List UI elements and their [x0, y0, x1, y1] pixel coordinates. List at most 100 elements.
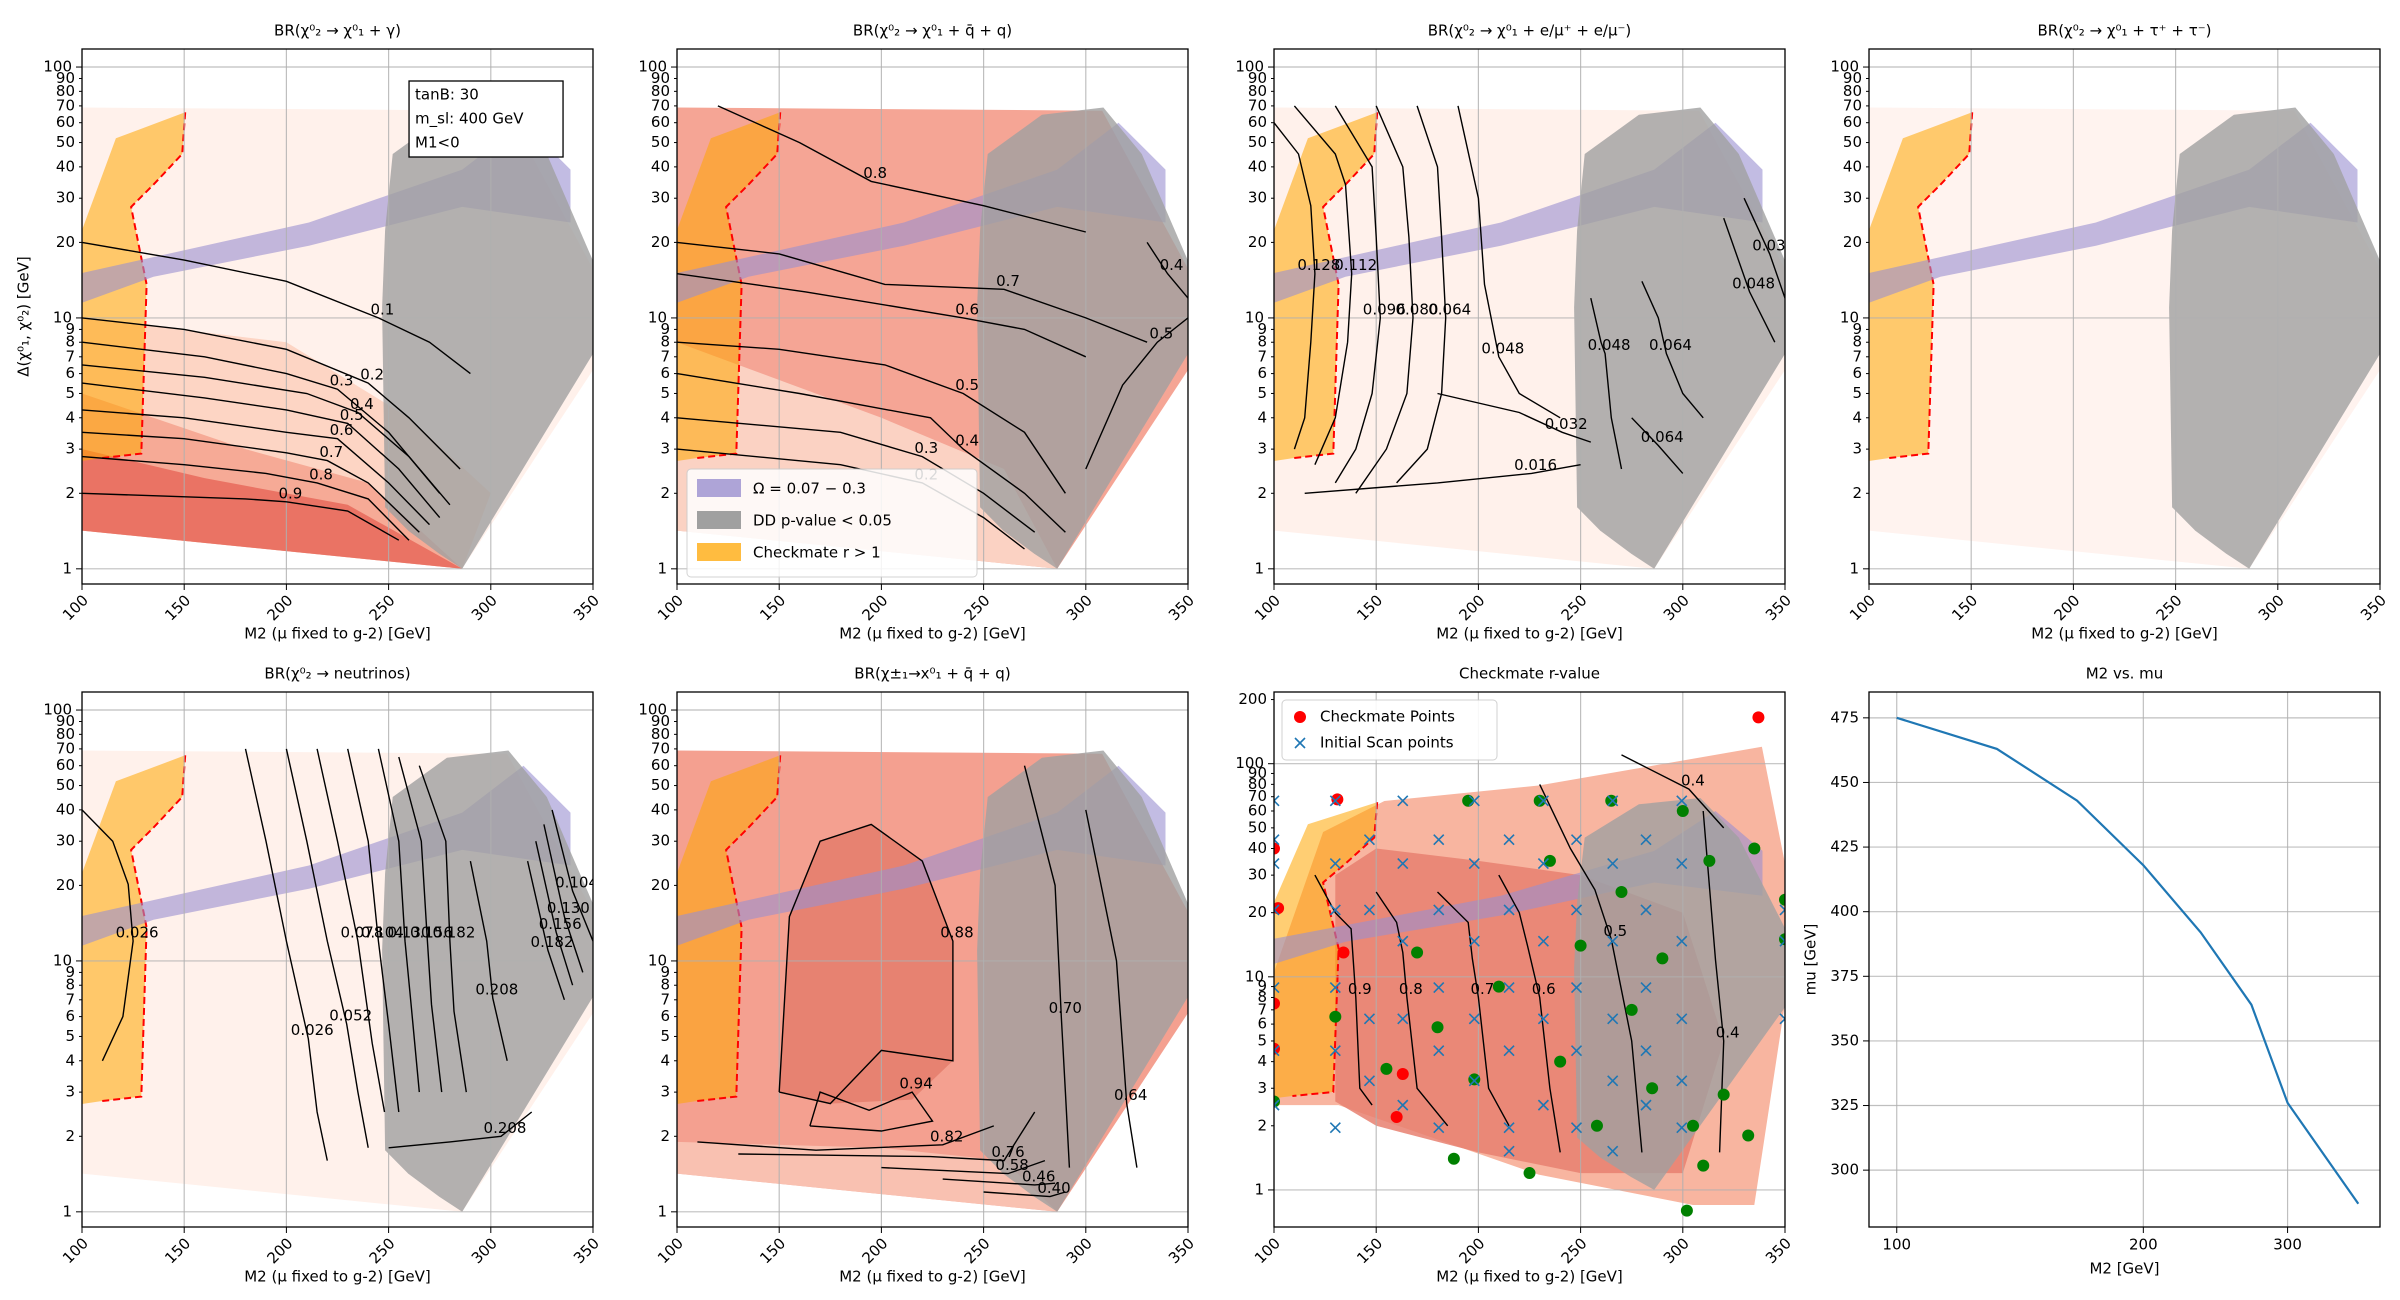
x-tick-label: 200: [1455, 591, 1488, 624]
scatter-point: [1640, 1045, 1652, 1057]
y-tick-label: 4: [65, 1051, 75, 1069]
y-tick-label: 50: [1248, 818, 1267, 836]
scatter-point: [1676, 1122, 1688, 1134]
x-tick-label: 200: [1455, 1234, 1488, 1267]
contour-line: [1085, 317, 1188, 470]
scatter-point: [1703, 854, 1716, 867]
contour-label: 0.4: [1716, 1023, 1740, 1041]
y-tick-label: 40: [651, 800, 670, 818]
scatter-point: [1274, 982, 1280, 994]
annotation-text: m_sl: 400 GeV: [415, 110, 524, 129]
y-tick-label: 80: [1248, 775, 1267, 793]
scatter-point: [1656, 952, 1669, 965]
scatter-point: [1468, 935, 1480, 947]
scatter-point: [1468, 1075, 1480, 1087]
contour-line: [1631, 417, 1684, 474]
scatter-point: [1329, 1122, 1341, 1134]
scatter-point: [1590, 1119, 1603, 1132]
scatter-point: [1676, 804, 1689, 817]
region-edge: [1887, 112, 1974, 460]
x-tick-label: 350: [1762, 591, 1795, 624]
scatter-point: [1543, 854, 1556, 867]
contour-line: [677, 372, 1066, 533]
x-axis-label: M2 (μ fixed to g-2) [GeV]: [839, 625, 1026, 643]
contour-label: 0.2: [360, 366, 384, 384]
contour-line: [1334, 105, 1382, 484]
y-tick-label: 20: [1843, 233, 1862, 251]
scatter-point: [1433, 1045, 1445, 1057]
contour-label: 0.064: [1428, 300, 1471, 318]
scatter-point: [1554, 1055, 1567, 1068]
x-tick-label: 250: [961, 591, 994, 624]
y-tick-label: 1: [1254, 1180, 1264, 1198]
y-tick-label: 60: [1843, 113, 1862, 131]
scatter-point: [1396, 1067, 1409, 1080]
legend-marker: [1294, 711, 1306, 723]
x-axis-label: M2 (μ fixed to g-2) [GeV]: [839, 1268, 1026, 1286]
y-tick-label: 2: [65, 484, 75, 502]
scatter-point: [1605, 794, 1618, 807]
y-tick-label: 3: [1852, 440, 1862, 458]
scatter-point: [1274, 904, 1280, 916]
contour-line: [347, 748, 400, 1113]
y-tick-label: 3: [65, 440, 75, 458]
contour-line: [1396, 105, 1447, 484]
y-tick-label: 90: [651, 69, 670, 87]
y-tick-label: 70: [56, 739, 75, 757]
contour-line: [697, 1125, 995, 1151]
y-tick-label: 100: [1235, 754, 1264, 772]
scatter-point: [1676, 935, 1688, 947]
scatter-point: [1742, 1129, 1755, 1142]
region: [1274, 112, 1378, 462]
y-tick-label: 10: [1840, 308, 1859, 326]
contour-label: 0.7: [996, 272, 1020, 290]
x-axis-label: M2 (μ fixed to g-2) [GeV]: [244, 1268, 431, 1286]
plot-area: 0.88 0.94 0.82 0.760.580.460.40 0.70 0.64: [677, 692, 1188, 1227]
x-tick-label: 300: [468, 1234, 501, 1267]
contour-label: 0.76: [991, 1143, 1024, 1161]
contour-label: 0.048: [1481, 339, 1524, 357]
contour-line: [388, 1111, 533, 1149]
y-tick-label: 375: [1830, 967, 1859, 985]
contour-line: [1085, 809, 1138, 1168]
y-tick-label: 9: [65, 963, 75, 981]
contour-line: [526, 860, 566, 1001]
y-tick-label: 5: [1257, 384, 1267, 402]
contour-label: 0.5: [1149, 325, 1173, 343]
scatter-point: [1431, 1021, 1444, 1034]
contour-label: 0.104: [555, 873, 598, 891]
y-tick-label: 4: [1852, 408, 1862, 426]
scatter-point: [1503, 1145, 1515, 1157]
axes-frame: [81, 691, 594, 1228]
y-tick-label: 475: [1830, 708, 1859, 726]
contour-line: [82, 341, 441, 494]
y-tick-label: 30: [651, 832, 670, 850]
x-axis-label: M2 (μ fixed to g-2) [GeV]: [1436, 625, 1623, 643]
contour-label: 0.6: [1532, 980, 1556, 998]
scatter-point: [1492, 980, 1505, 993]
contour-line: [942, 1178, 1056, 1186]
y-tick-label: 1: [657, 559, 667, 577]
y-tick-label: 80: [1248, 82, 1267, 100]
y-tick-label: 70: [651, 96, 670, 114]
contour-line: [1641, 281, 1704, 419]
contour-label: 0.096: [1363, 300, 1406, 318]
x-tick-label: 250: [366, 1234, 399, 1267]
y-tick-label: 50: [651, 133, 670, 151]
contour-label: 0.64: [1114, 1086, 1147, 1104]
contour-label: 0.40: [1037, 1179, 1070, 1197]
scatter-point: [1570, 1045, 1583, 1057]
y-tick-label: 20: [651, 876, 670, 894]
contour-line: [418, 765, 467, 1093]
y-tick-label: 3: [660, 440, 670, 458]
scatter-point: [1503, 982, 1515, 994]
scatter-point: [1687, 1119, 1700, 1132]
scatter-point: [1397, 1013, 1409, 1025]
scatter-point: [1607, 1075, 1619, 1087]
contour-label: 0.048: [1588, 336, 1631, 354]
y-tick-label: 50: [651, 776, 670, 794]
y-tick-label: 8: [1257, 988, 1267, 1006]
region-edge: [1292, 112, 1379, 460]
scatter-point: [1329, 795, 1341, 807]
scatter-point: [1433, 834, 1445, 846]
